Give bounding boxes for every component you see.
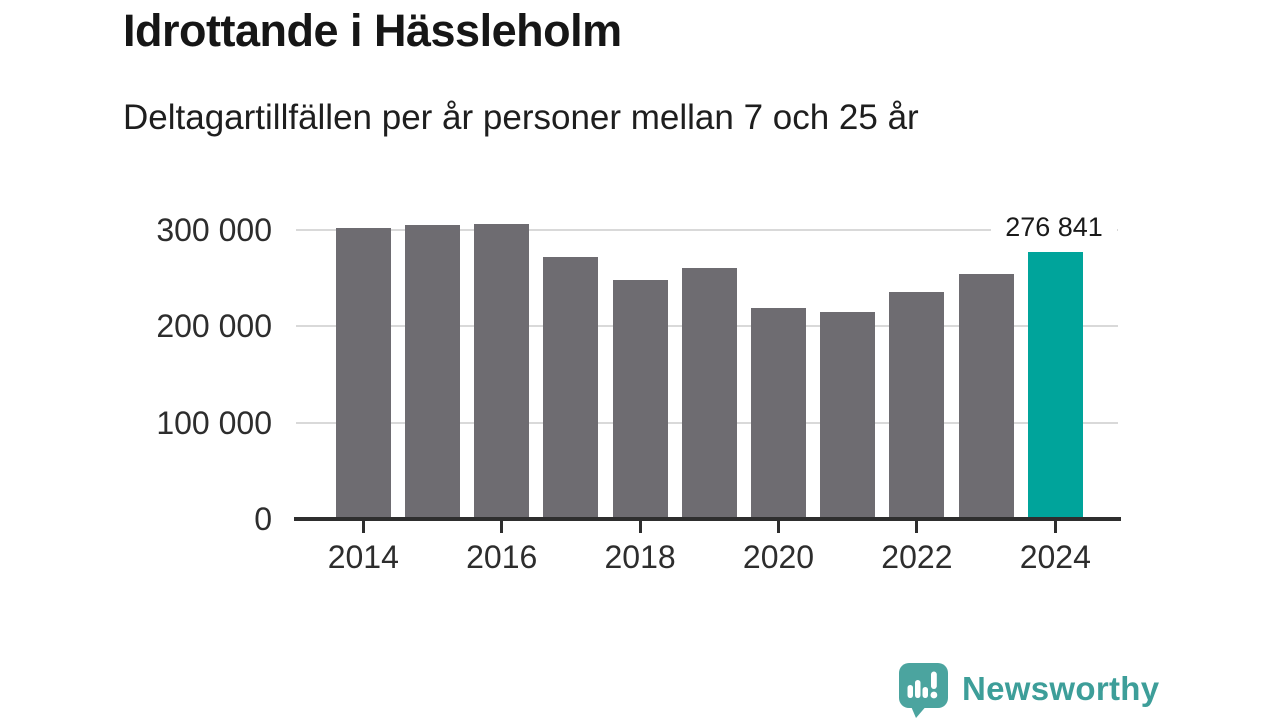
bar-2017: [543, 257, 599, 519]
newsworthy-logo: Newsworthy: [895, 660, 1159, 718]
y-axis-label: 200 000: [156, 308, 272, 345]
bar-2023: [958, 274, 1014, 519]
x-axis-tick: [915, 521, 919, 533]
bar-2021: [820, 312, 876, 519]
y-axis-label: 0: [254, 501, 272, 537]
x-axis-label: 2022: [881, 539, 953, 575]
x-axis-tick: [500, 521, 504, 533]
y-axis-label: 300 000: [156, 211, 272, 248]
chart-subtitle: Deltagartillfällen per år personer mella…: [123, 98, 919, 137]
bar-2019: [681, 268, 737, 519]
x-axis-label: 2016: [466, 539, 538, 575]
x-axis-tick: [777, 521, 780, 533]
x-axis-label: 2014: [327, 539, 399, 575]
x-axis-label: 2024: [1019, 539, 1091, 575]
gridline-300000: [296, 228, 1118, 231]
bar-2016: [474, 224, 530, 519]
x-axis-label: 2018: [604, 539, 676, 575]
x-axis-tick: [638, 521, 642, 533]
x-axis-label: 2020: [742, 539, 815, 575]
bar-2024: [1027, 252, 1083, 519]
x-axis-tick: [1053, 521, 1057, 533]
newsworthy-logo-text: Newsworthy: [962, 670, 1160, 707]
bar-2018: [612, 280, 668, 519]
bar-2020: [751, 308, 806, 519]
bar-2015: [405, 225, 460, 519]
chart-title: Idrottande i Hässleholm: [123, 5, 622, 56]
newsworthy-logo-icon: [899, 663, 948, 718]
bar-2014: [335, 228, 391, 519]
x-axis-line: [294, 517, 1121, 521]
y-axis-label: 100 000: [156, 404, 272, 441]
bar-value-label: 276 841: [991, 211, 1117, 243]
bar-2022: [889, 292, 945, 519]
x-axis-tick: [361, 521, 365, 533]
